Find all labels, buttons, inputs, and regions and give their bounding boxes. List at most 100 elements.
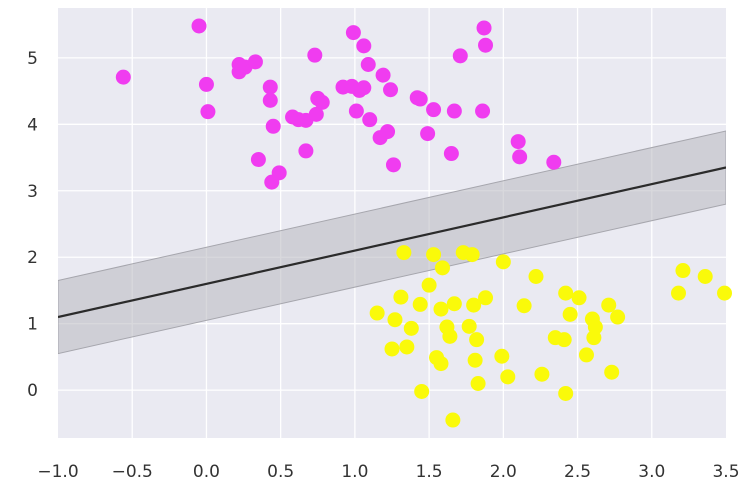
yellow-point [558,385,574,401]
magenta-point [191,18,207,34]
magenta-point [476,20,492,36]
y-tick-label: 2 [27,248,38,268]
magenta-point [443,146,459,162]
y-tick-label: 3 [27,182,38,202]
x-tick-label: 0.5 [267,462,294,482]
magenta-point [356,38,372,54]
yellow-point [610,309,626,325]
magenta-point [262,79,278,95]
x-tick-label: 1.0 [341,462,368,482]
yellow-point [442,328,458,344]
yellow-point [534,366,550,382]
yellow-point [571,290,587,306]
magenta-point [452,48,468,64]
yellow-point [516,298,532,314]
magenta-point [348,103,364,119]
x-tick-label: −1.0 [37,462,78,482]
x-tick-label: 3.5 [712,462,739,482]
magenta-point [380,124,396,140]
yellow-point [717,285,733,301]
yellow-point [464,247,480,263]
y-tick-label: 0 [27,381,38,401]
yellow-point [403,320,419,336]
yellow-point [500,369,516,385]
magenta-point [115,69,131,85]
magenta-point [478,37,494,53]
magenta-point [383,82,399,98]
magenta-point [298,143,314,159]
yellow-point [414,383,430,399]
yellow-point [445,412,461,428]
x-tick-label: 2.0 [490,462,517,482]
yellow-point [670,285,686,301]
x-tick-label: 1.5 [416,462,443,482]
magenta-point [308,106,324,122]
x-tick-label: 2.5 [564,462,591,482]
magenta-point [426,102,442,118]
yellow-point [433,301,449,317]
magenta-point [250,152,266,168]
magenta-point [247,54,263,70]
yellow-point [434,260,450,276]
magenta-point [446,103,462,119]
magenta-point [375,67,391,83]
yellow-point [587,319,603,335]
y-tick-label: 1 [27,315,38,335]
yellow-point [384,341,400,357]
yellow-point [601,297,617,313]
decision-boundary-line [58,166,726,319]
yellow-point [604,364,620,380]
magenta-point [385,157,401,173]
scatter-points [115,18,733,428]
yellow-point [469,332,485,348]
x-tick-label: −0.5 [112,462,153,482]
yellow-point [461,318,477,334]
magenta-point [362,112,378,128]
magenta-point [475,103,491,119]
magenta-point [412,91,428,107]
magenta-point [360,56,376,72]
yellow-point [697,269,713,285]
yellow-point [396,245,412,261]
magenta-point [271,165,287,181]
magenta-point [198,76,214,92]
yellow-point [466,297,482,313]
decision-line-group [58,166,726,319]
magenta-point [356,80,372,96]
y-tick-labels: 0 1 2 3 4 5 [27,49,38,401]
magenta-point [512,149,528,165]
yellow-point [528,269,544,285]
yellow-point [399,339,415,355]
yellow-point [675,263,691,279]
yellow-point [494,348,510,364]
magenta-point [200,104,216,120]
yellow-point [467,352,483,368]
x-tick-label: 3.0 [638,462,665,482]
yellow-point [412,296,428,312]
magenta-point [265,118,281,134]
yellow-point [556,332,572,348]
yellow-point [421,277,437,293]
yellow-point [426,247,442,263]
y-tick-label: 5 [27,49,38,69]
x-tick-labels: −1.0 −0.5 0.0 0.5 1.0 1.5 2.0 2.5 3.0 3.5 [37,462,739,482]
y-tick-label: 4 [27,115,38,135]
magenta-point [546,154,562,170]
yellow-point [369,305,385,321]
yellow-point [562,306,578,322]
magenta-point [420,126,436,142]
yellow-point [558,285,574,301]
yellow-point [495,254,511,270]
x-tick-label: 0.0 [193,462,220,482]
yellow-point [478,290,494,306]
yellow-point [446,296,462,312]
yellow-point [387,312,403,328]
magenta-point [307,47,323,63]
yellow-point [433,356,449,372]
magenta-point [345,25,361,41]
magenta-point [314,94,330,110]
magenta-point [510,134,526,150]
magenta-point [262,92,278,108]
yellow-point [393,289,409,305]
